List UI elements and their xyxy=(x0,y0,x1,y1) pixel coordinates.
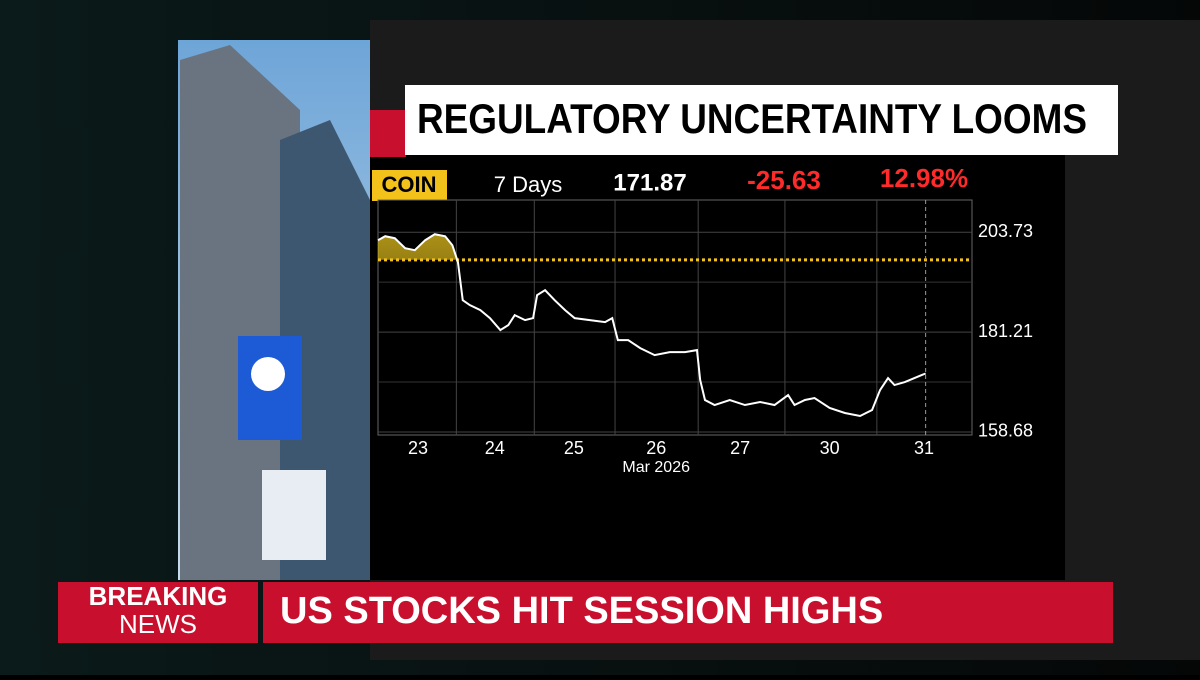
area-above-reference xyxy=(378,234,926,260)
logo xyxy=(251,357,285,391)
plot-area xyxy=(377,199,973,436)
period: 7 Days xyxy=(494,172,562,197)
ticker-bar xyxy=(263,582,1113,643)
ticker-box xyxy=(372,170,447,201)
x-tick-label: 30 xyxy=(820,438,840,458)
plot: 158.68 181.21 203.73 23 24 25 26 27 30 31 Mar 2026 xyxy=(377,199,1033,476)
price-line xyxy=(377,233,926,418)
x-tick-label: 26 xyxy=(646,438,666,458)
billboard xyxy=(262,470,326,560)
headline-box xyxy=(405,85,1118,155)
ticker-text: US STOCKS HIT SESSION HIGHS xyxy=(280,590,883,632)
y-tick-label: 158.68 xyxy=(978,421,1033,441)
change-percent: 12.98% xyxy=(880,163,968,193)
x-sublabel: Mar 2026 xyxy=(622,459,690,476)
change: -25.63 xyxy=(747,165,821,195)
building xyxy=(280,120,370,580)
x-tick-label: 23 xyxy=(408,438,428,458)
breaking-box xyxy=(58,582,258,643)
y-tick-label: 181.21 xyxy=(978,321,1033,341)
headline: REGULATORY UNCERTAINTY LOOMS xyxy=(417,95,1087,142)
price: 171.87 xyxy=(613,169,686,196)
x-tick-label: 27 xyxy=(730,438,750,458)
y-tick-label: 203.73 xyxy=(978,221,1033,241)
accent xyxy=(370,110,406,157)
x-tick-label: 25 xyxy=(564,438,584,458)
x-tick-label: 31 xyxy=(914,438,934,458)
news-label: NEWS xyxy=(119,609,197,639)
breaking-label: BREAKING xyxy=(89,581,228,611)
ticker: COIN xyxy=(382,172,437,197)
x-tick-label: 24 xyxy=(485,438,505,458)
building xyxy=(180,45,300,580)
